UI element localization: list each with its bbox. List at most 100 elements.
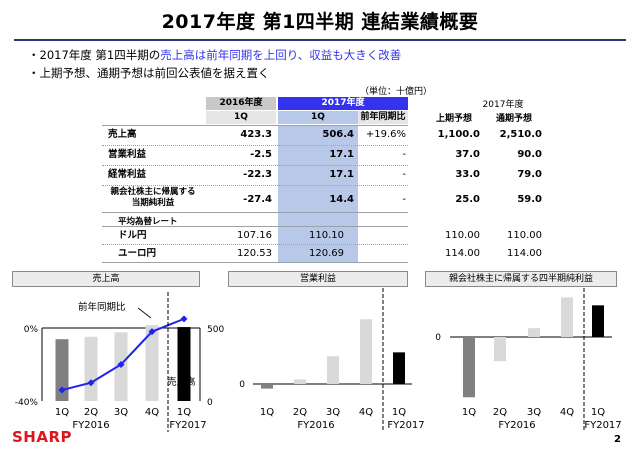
point-yoy (117, 361, 125, 368)
group-label-fy2016: FY2016 (498, 420, 535, 431)
row-divider (102, 125, 408, 126)
cell-sales-fy: 2,510.0 (499, 129, 542, 140)
chart-sales-title: 売上高 (12, 271, 200, 287)
cell-op-yoy: - (402, 149, 406, 160)
bar-net-income (494, 337, 506, 362)
point-yoy (148, 328, 156, 336)
cell-sales-h1: 1,100.0 (437, 129, 480, 140)
cell-ni-yoy: - (402, 194, 406, 205)
point-yoy (87, 379, 95, 387)
group-label-fy2017: FY2017 (387, 420, 424, 431)
group-label-fy2017: FY2017 (584, 420, 621, 431)
x-tick-label: 1Q (591, 407, 605, 418)
bar-operating-profit (327, 356, 339, 384)
bar-sales (55, 339, 69, 401)
y-tick-0: 0 (435, 333, 441, 343)
row-divider (102, 244, 408, 245)
bullet-2-text: ・上期予想、通期予想は前回公表値を据え置く (28, 66, 270, 80)
x-tick-label: 1Q (55, 407, 69, 418)
x-tick-label: 2Q (493, 407, 507, 418)
row-label-eur-jpy: ユーロ円 (118, 248, 157, 259)
bullet-1-highlight: 売上高は前年同期を上回り、収益も大きく改善 (160, 48, 402, 62)
right-tick-500: 500 (207, 325, 224, 335)
row-divider (102, 226, 408, 227)
bar-net-income (592, 305, 604, 337)
annotation-yoy: 前年同期比 (78, 301, 126, 313)
bar-operating-profit (294, 379, 306, 384)
x-tick-label: 3Q (114, 407, 128, 418)
cell-op-2016: -2.5 (250, 149, 272, 160)
row-divider (102, 262, 408, 263)
header-fy2017: 2017年度 (278, 97, 408, 110)
point-yoy (58, 386, 66, 394)
cell-ni-fy: 59.0 (517, 194, 542, 205)
cell-ni-2017: 14.4 (329, 194, 354, 205)
cell-eur-fy: 114.00 (507, 248, 542, 259)
x-tick-label: 3Q (527, 407, 541, 418)
cell-ord-fy: 79.0 (517, 169, 542, 180)
annotation-leader (137, 307, 152, 319)
bar-operating-profit (261, 384, 273, 389)
cell-eur-2016: 120.53 (237, 248, 272, 259)
group-label-fy2016: FY2016 (297, 420, 334, 431)
sharp-logo: SHARP (12, 428, 73, 446)
bullet-1: ・2017年度 第1四半期の売上高は前年同期を上回り、収益も大きく改善 (28, 47, 401, 63)
bar-sales (177, 327, 191, 401)
bar-net-income (561, 297, 573, 337)
row-divider (102, 165, 408, 166)
cell-op-h1: 37.0 (455, 149, 480, 160)
cell-ni-2016: -27.4 (243, 194, 272, 205)
cell-op-2017: 17.1 (329, 149, 354, 160)
bar-sales (145, 325, 159, 401)
x-tick-label: 4Q (359, 407, 373, 418)
row-divider (102, 185, 408, 186)
bar-operating-profit (360, 319, 372, 384)
cell-ord-2017: 17.1 (329, 169, 354, 180)
x-tick-label: 2Q (293, 407, 307, 418)
bar-net-income (528, 328, 540, 337)
x-tick-label: 1Q (462, 407, 476, 418)
page-title: 2017年度 第1四半期 連結業績概要 (161, 11, 479, 33)
row-label-net-income-line1: 親会社株主に帰属する (110, 187, 196, 197)
x-tick-label: 2Q (84, 407, 98, 418)
fy2017-column-bg (278, 125, 358, 262)
cell-usd-2017: 110.10 (309, 230, 344, 241)
group-label-fy2016: FY2016 (72, 420, 109, 431)
row-label-sales: 売上高 (108, 129, 137, 140)
y-tick-0: 0 (239, 380, 245, 390)
cell-usd-2016: 107.16 (237, 230, 272, 241)
bullet-2: ・上期予想、通期予想は前回公表値を据え置く (28, 65, 270, 81)
chart-operating-profit: 0 1Q 2Q 3Q 4Q 1Q FY2016 FY2017 (239, 288, 425, 432)
x-tick-label: 3Q (326, 407, 340, 418)
row-divider (102, 212, 408, 213)
cell-sales-2017: 506.4 (322, 129, 354, 140)
bar-sales (84, 336, 98, 401)
row-label-ordinary-profit: 経常利益 (108, 169, 147, 180)
fx-section-title: 平均為替レート (118, 217, 178, 227)
left-tick-40: -40% (15, 398, 39, 408)
subheader-h1-forecast: 上期予想 (435, 114, 472, 124)
chart-operating-profit-title: 営業利益 (228, 271, 408, 287)
annotation-sales: 売上高 (167, 376, 196, 388)
bar-operating-profit (393, 352, 405, 384)
x-tick-label: 1Q (260, 407, 274, 418)
bullet-1-text: ・2017年度 第1四半期の (28, 48, 161, 62)
cell-eur-2017: 120.69 (309, 248, 344, 259)
chart-net-income-title: 親会社株主に帰属する四半期純利益 (425, 271, 617, 287)
row-label-net-income: 親会社株主に帰属する 当期純利益 (104, 187, 202, 209)
cell-ord-yoy: - (402, 169, 406, 180)
subheader-1q-2016: 1Q (206, 111, 276, 124)
row-label-usd-jpy: ドル円 (118, 230, 147, 241)
page-number: 2 (614, 434, 621, 445)
x-tick-label: 4Q (560, 407, 574, 418)
x-tick-label: 4Q (145, 407, 159, 418)
row-divider (102, 145, 408, 146)
cell-sales-yoy: +19.6% (365, 129, 406, 140)
cell-ni-h1: 25.0 (455, 194, 480, 205)
title-underline (14, 39, 626, 41)
row-label-operating-profit: 営業利益 (108, 149, 147, 160)
cell-ord-h1: 33.0 (455, 169, 480, 180)
chart-net-income: 0 1Q 2Q 3Q 4Q 1Q FY2016 FY2017 (435, 288, 622, 432)
right-tick-0: 0 (207, 398, 213, 408)
